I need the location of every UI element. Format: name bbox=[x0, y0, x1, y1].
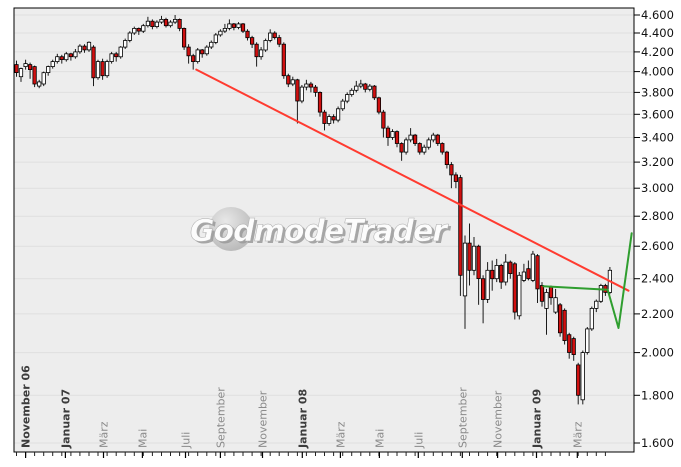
y-tick-label: 4.000 bbox=[641, 65, 674, 79]
y-tick-label: 2.000 bbox=[641, 346, 674, 360]
y-tick-label: 2.800 bbox=[641, 209, 674, 223]
x-tick-label: Mai bbox=[136, 429, 149, 448]
y-tick-label: 3.000 bbox=[641, 181, 674, 195]
x-tick-label: Januar 08 bbox=[296, 389, 309, 449]
y-tick-label: 2.600 bbox=[641, 239, 674, 253]
y-tick-label: 2.200 bbox=[641, 307, 674, 321]
y-axis: 4.600 4.400 4.200 4.000 3.800 3.600 3.400 3.200… bbox=[634, 8, 674, 450]
y-tick-label: 3.600 bbox=[641, 107, 674, 121]
y-tick-label: 4.600 bbox=[641, 8, 674, 22]
plot-area bbox=[14, 8, 634, 452]
y-tick-label: 1.800 bbox=[641, 388, 674, 402]
x-tick-label: November bbox=[257, 390, 270, 448]
gridlines bbox=[14, 14, 634, 444]
x-tick-label: September bbox=[456, 387, 469, 448]
x-tick-label: Januar 09 bbox=[531, 389, 544, 449]
y-tick-label: 3.400 bbox=[641, 131, 674, 145]
x-tick-label: Mai bbox=[373, 429, 386, 448]
y-tick-label: 1.600 bbox=[641, 436, 674, 450]
breakout-projection bbox=[542, 232, 633, 329]
watermark-sphere bbox=[209, 207, 253, 251]
x-tick-label: März bbox=[571, 421, 584, 448]
watermark-text: GodmodeTrader bbox=[190, 214, 449, 249]
x-tick-label: Januar 07 bbox=[59, 389, 72, 449]
y-tick-label: 3.800 bbox=[641, 85, 674, 99]
x-tick-label: Juli bbox=[180, 432, 193, 449]
x-tick-label: November bbox=[492, 390, 505, 448]
y-tick-label: 3.200 bbox=[641, 155, 674, 169]
x-tick-label: November 06 bbox=[20, 365, 33, 448]
y-tick-label: 4.200 bbox=[641, 45, 674, 59]
x-tick-label: Juli bbox=[412, 432, 425, 449]
x-tick-label: September bbox=[214, 387, 227, 448]
y-tick-label: 4.400 bbox=[641, 26, 674, 40]
x-tick-label: März bbox=[334, 421, 347, 448]
x-tick-label: März bbox=[98, 421, 111, 448]
downtrend-resistance bbox=[195, 68, 630, 292]
x-axis: November 06 Januar 07 März Mai Juli September… bbox=[16, 365, 606, 458]
y-tick-label: 2.400 bbox=[641, 272, 674, 286]
watermark-shadow: GodmodeTrader bbox=[192, 216, 451, 251]
price-candles bbox=[14, 15, 613, 405]
